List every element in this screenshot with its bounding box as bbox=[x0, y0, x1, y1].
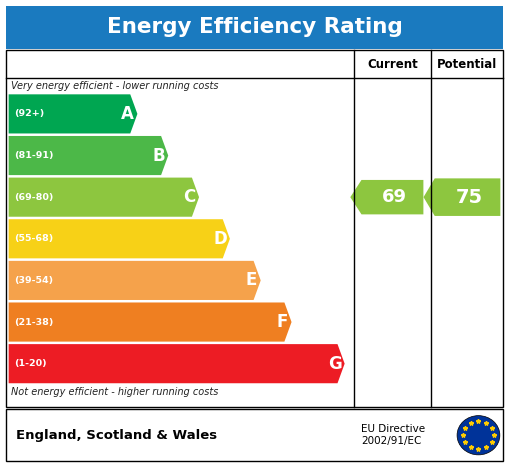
Text: (69-80): (69-80) bbox=[14, 193, 53, 202]
Circle shape bbox=[457, 416, 500, 455]
Text: (1-20): (1-20) bbox=[14, 359, 46, 368]
Text: EU Directive
2002/91/EC: EU Directive 2002/91/EC bbox=[361, 425, 426, 446]
Text: B: B bbox=[152, 147, 165, 164]
Text: Current: Current bbox=[367, 58, 418, 71]
Text: (39-54): (39-54) bbox=[14, 276, 53, 285]
Text: G: G bbox=[328, 354, 342, 373]
Polygon shape bbox=[9, 303, 292, 342]
Text: A: A bbox=[121, 105, 134, 123]
Polygon shape bbox=[350, 180, 423, 214]
Text: (81-91): (81-91) bbox=[14, 151, 53, 160]
Polygon shape bbox=[9, 177, 199, 217]
Text: D: D bbox=[213, 230, 227, 248]
Polygon shape bbox=[9, 94, 137, 134]
Text: (21-38): (21-38) bbox=[14, 318, 53, 326]
Text: 75: 75 bbox=[456, 188, 484, 207]
Text: Potential: Potential bbox=[437, 58, 497, 71]
Polygon shape bbox=[9, 136, 168, 175]
Text: 69: 69 bbox=[382, 188, 407, 206]
Bar bbox=[6, 409, 503, 461]
Text: Very energy efficient - lower running costs: Very energy efficient - lower running co… bbox=[11, 81, 219, 91]
Text: E: E bbox=[245, 271, 257, 290]
Text: Not energy efficient - higher running costs: Not energy efficient - higher running co… bbox=[11, 387, 218, 397]
Text: (92+): (92+) bbox=[14, 109, 44, 119]
Bar bbox=[6, 50, 503, 407]
Polygon shape bbox=[423, 178, 500, 216]
Bar bbox=[6, 6, 503, 49]
Text: Energy Efficiency Rating: Energy Efficiency Rating bbox=[106, 17, 403, 37]
Text: C: C bbox=[183, 188, 195, 206]
Polygon shape bbox=[9, 344, 345, 383]
Polygon shape bbox=[9, 219, 230, 258]
Polygon shape bbox=[9, 261, 261, 300]
Text: England, Scotland & Wales: England, Scotland & Wales bbox=[16, 429, 217, 442]
Text: F: F bbox=[276, 313, 288, 331]
Text: (55-68): (55-68) bbox=[14, 234, 53, 243]
